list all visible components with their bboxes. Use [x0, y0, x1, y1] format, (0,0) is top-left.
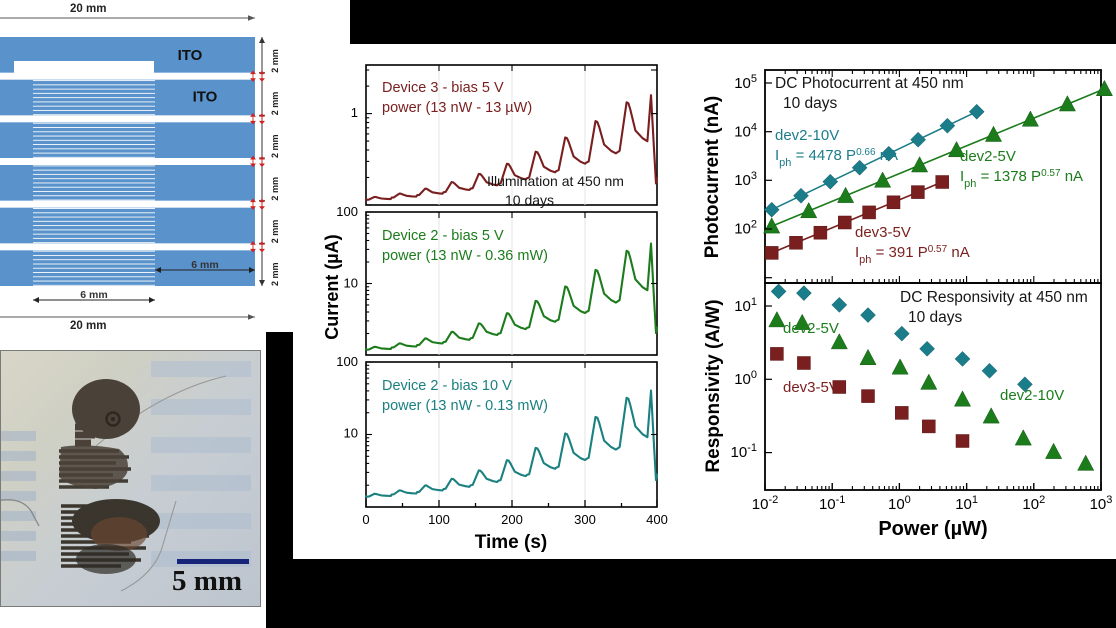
svg-text:10 days: 10 days — [908, 309, 963, 326]
svg-text:DC Photocurrent at 450 nm: DC Photocurrent at 450 nm — [775, 75, 964, 92]
svg-text:102: 102 — [734, 219, 757, 238]
svg-text:10-1: 10-1 — [731, 442, 757, 461]
svg-text:2 mm: 2 mm — [270, 134, 280, 158]
svg-text:103: 103 — [1090, 494, 1113, 513]
svg-text:102: 102 — [1022, 494, 1045, 513]
svg-text:2 mm: 2 mm — [270, 49, 280, 73]
svg-text:dev3-5V: dev3-5V — [855, 224, 911, 241]
svg-text:dev2-10V: dev2-10V — [1000, 387, 1064, 404]
svg-text:104: 104 — [734, 122, 757, 141]
svg-text:ITO: ITO — [193, 89, 218, 106]
svg-text:103: 103 — [734, 170, 757, 189]
svg-text:10-2: 10-2 — [752, 494, 778, 513]
svg-text:2 mm: 2 mm — [270, 177, 280, 201]
svg-text:Iph = 391 P0.57 nA: Iph = 391 P0.57 nA — [855, 244, 970, 267]
svg-text:20 mm: 20 mm — [70, 3, 106, 15]
svg-text:100: 100 — [888, 494, 911, 513]
svg-text:dev3-5V: dev3-5V — [783, 379, 839, 396]
svg-text:dev2-10V: dev2-10V — [775, 127, 839, 144]
svg-text:20 mm: 20 mm — [70, 320, 106, 330]
svg-text:6 mm: 6 mm — [191, 259, 218, 271]
svg-text:100: 100 — [734, 369, 757, 388]
svg-text:10 days: 10 days — [783, 95, 838, 112]
svg-text:Iph = 1378 P0.57 nA: Iph = 1378 P0.57 nA — [960, 168, 1083, 191]
svg-text:Photocurrent (nA): Photocurrent (nA) — [702, 96, 723, 259]
svg-text:dev2-5V: dev2-5V — [960, 148, 1016, 165]
svg-text:105: 105 — [734, 73, 757, 92]
svg-text:2 mm: 2 mm — [270, 92, 280, 116]
svg-text:dev2-5V: dev2-5V — [783, 320, 839, 337]
svg-text:101: 101 — [955, 494, 978, 513]
svg-text:Iph = 4478 P0.66 nA: Iph = 4478 P0.66 nA — [775, 147, 898, 170]
svg-text:Power (µW): Power (µW) — [878, 518, 987, 540]
svg-text:2 mm: 2 mm — [270, 262, 280, 286]
svg-text:DC Responsivity at 450 nm: DC Responsivity at 450 nm — [900, 289, 1088, 306]
svg-text:101: 101 — [734, 296, 757, 315]
svg-text:10-1: 10-1 — [819, 494, 845, 513]
svg-text:Responsivity (A/W): Responsivity (A/W) — [703, 299, 724, 472]
svg-text:6 mm: 6 mm — [80, 289, 107, 301]
svg-text:ITO: ITO — [178, 47, 203, 64]
svg-text:2 mm: 2 mm — [270, 220, 280, 244]
